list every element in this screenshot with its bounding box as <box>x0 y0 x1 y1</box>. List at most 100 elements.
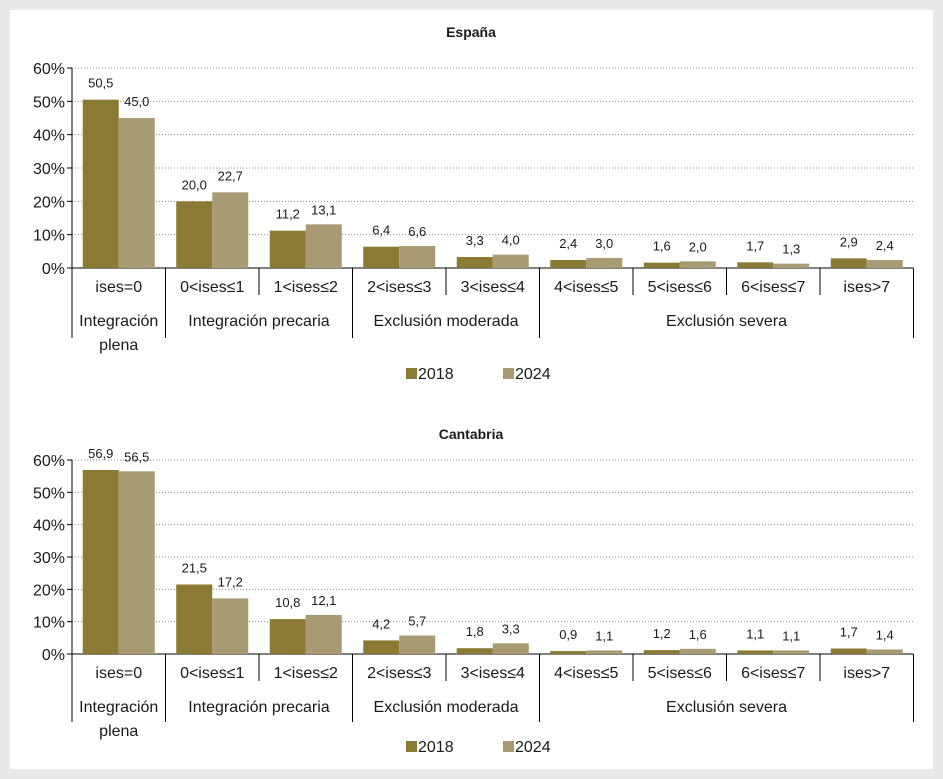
espana-data-label-2024: 2,0 <box>689 239 707 254</box>
cantabria-data-label-2018: 10,8 <box>275 595 300 610</box>
cantabria-legend-swatch-2024 <box>503 741 514 752</box>
espana-data-label-2024: 6,6 <box>408 224 426 239</box>
cantabria-bar-2018 <box>737 650 774 654</box>
espana-bar-2024 <box>679 261 716 268</box>
espana-category-label: ises>7 <box>843 279 890 296</box>
espana-group-label: Integración precaria <box>188 313 330 330</box>
espana-bar-2018 <box>456 257 493 268</box>
cantabria-data-label-2018: 4,2 <box>372 616 390 631</box>
cantabria-data-label-2024: 1,4 <box>876 627 894 642</box>
cantabria-data-label-2018: 21,5 <box>182 560 207 575</box>
espana-bar-2018 <box>82 99 119 269</box>
cantabria-bar-2024 <box>586 650 623 654</box>
cantabria-bar-2018 <box>82 470 119 654</box>
cantabria-bar-2018 <box>176 584 213 654</box>
espana-category-label: 1<ises≤2 <box>274 279 338 296</box>
espana-bar-2018 <box>363 246 400 268</box>
espana-data-label-2024: 2,4 <box>876 238 894 253</box>
cantabria-bar-2024 <box>866 649 903 654</box>
espana-ytick-label: 60% <box>33 61 65 78</box>
espana-bar-2018 <box>737 262 774 268</box>
espana-ytick-label: 10% <box>33 228 65 245</box>
cantabria-legend-swatch-2018 <box>406 741 417 752</box>
cantabria-data-label-2024: 3,3 <box>502 621 520 636</box>
espana-bar-2024 <box>773 263 810 268</box>
espana-bar-2018 <box>550 260 587 268</box>
espana-group-label: Exclusión severa <box>666 313 787 330</box>
charts-canvas: España 0% 10% 20% 30% 40% 50% 60% 50,5 20,0 11,2 6,… <box>33 24 914 756</box>
cantabria-ytick-label: 50% <box>33 485 65 502</box>
espana-bar-2018 <box>643 262 680 268</box>
cantabria-bar-2018 <box>456 648 493 654</box>
espana-ytick-label: 40% <box>33 128 65 145</box>
espana-category-label: 0<ises≤1 <box>180 279 244 296</box>
cantabria-group-label: Integración precaria <box>188 699 330 716</box>
espana-ytick-label: 20% <box>33 194 65 211</box>
espana-category-label: 6<ises≤7 <box>741 279 805 296</box>
espana-data-label-2018: 2,9 <box>840 234 858 249</box>
cantabria-group-label: Exclusión moderada <box>374 699 519 716</box>
espana-data-label-2018: 1,6 <box>653 239 671 254</box>
cantabria-ytick-label: 30% <box>33 550 65 567</box>
cantabria-category-label: 3<ises≤4 <box>461 665 525 682</box>
espana-data-label-2018: 11,2 <box>276 207 300 222</box>
cantabria-group-label: Exclusión severa <box>666 699 787 716</box>
cantabria-ytick-label: 60% <box>33 453 65 470</box>
espana-legend-swatch-2024 <box>503 368 514 379</box>
espana-bar-2018 <box>269 230 306 268</box>
cantabria-bar-2024 <box>679 648 716 654</box>
cantabria-bar-2024 <box>118 471 155 654</box>
espana-data-label-2018: 6,4 <box>372 223 390 238</box>
cantabria-data-label-2024: 56,5 <box>124 449 149 464</box>
cantabria-ytick-label: 20% <box>33 582 65 599</box>
espana-bar-2024 <box>586 258 623 268</box>
espana-ytick-label: 0% <box>42 261 65 278</box>
espana-bar-2018 <box>830 258 867 268</box>
cantabria-bar-2018 <box>643 650 680 654</box>
espana-bar-2024 <box>399 246 436 268</box>
cantabria-category-label: ises=0 <box>95 665 142 682</box>
espana-bar-2024 <box>305 224 342 268</box>
espana-data-label-2024: 3,0 <box>595 236 613 251</box>
cantabria-ytick-label: 10% <box>33 615 65 632</box>
cantabria-group-label: Integración <box>79 699 158 716</box>
espana-data-label-2018: 2,4 <box>559 236 577 251</box>
espana-data-label-2024: 1,3 <box>782 242 800 257</box>
cantabria-data-label-2024: 1,1 <box>595 628 613 643</box>
cantabria-bar-2024 <box>773 650 810 654</box>
espana-legend-label-2024: 2024 <box>515 366 551 383</box>
cantabria-bar-2024 <box>492 643 529 654</box>
cantabria-bar-2018 <box>550 651 587 654</box>
espana-category-label: 2<ises≤3 <box>367 279 431 296</box>
espana-bar-2024 <box>118 118 155 268</box>
cantabria-legend-label-2018: 2018 <box>418 739 454 756</box>
cantabria-bar-2018 <box>269 619 306 654</box>
espana-category-label: 5<ises≤6 <box>648 279 712 296</box>
cantabria-category-label: 0<ises≤1 <box>180 665 244 682</box>
chart-panel: España 0% 10% 20% 30% 40% 50% 60% 50,5 20,0 11,2 6,… <box>10 10 933 769</box>
cantabria-data-label-2018: 1,2 <box>653 626 671 641</box>
cantabria-bar-2024 <box>305 614 342 654</box>
espana-data-label-2018: 50,5 <box>88 76 113 91</box>
cantabria-category-label: 6<ises≤7 <box>741 665 805 682</box>
espana-legend-label-2018: 2018 <box>418 366 454 383</box>
cantabria-bar-2018 <box>830 648 867 654</box>
cantabria-data-label-2018: 0,9 <box>559 627 577 642</box>
cantabria-ytick-label: 40% <box>33 518 65 535</box>
espana-data-label-2024: 22,7 <box>218 168 243 183</box>
cantabria-bar-2024 <box>212 598 249 654</box>
espana-group-label: plena <box>99 337 138 354</box>
cantabria-data-label-2024: 1,1 <box>782 628 800 643</box>
cantabria-data-label-2024: 17,2 <box>218 574 243 589</box>
espana-group-label: Exclusión moderada <box>374 313 519 330</box>
espana-group-label: Integración <box>79 313 158 330</box>
cantabria-category-label: 1<ises≤2 <box>274 665 338 682</box>
espana-bar-2024 <box>212 192 249 268</box>
espana-legend-swatch-2018 <box>406 368 417 379</box>
espana-data-label-2018: 1,7 <box>746 238 764 253</box>
cantabria-category-label: ises>7 <box>843 665 890 682</box>
espana-data-label-2018: 3,3 <box>466 233 484 248</box>
espana-data-label-2024: 13,1 <box>311 202 336 217</box>
espana-ytick-label: 30% <box>33 161 65 178</box>
cantabria-bar-2024 <box>399 635 436 654</box>
